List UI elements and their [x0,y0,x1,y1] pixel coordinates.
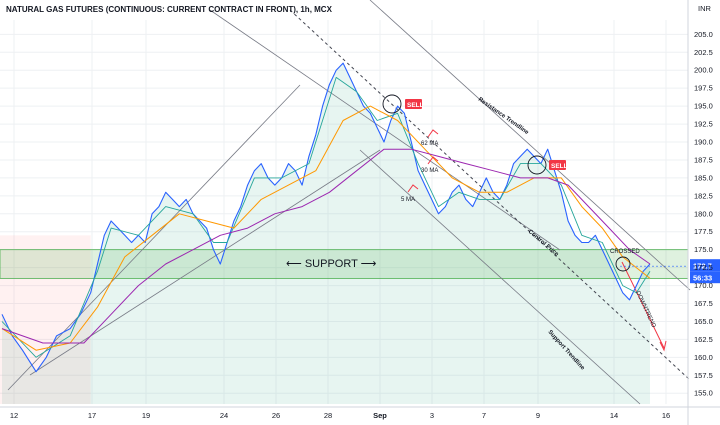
x-tick-label: 24 [220,411,228,420]
y-tick-label: 185.0 [694,173,713,182]
x-tick-label: 3 [430,411,434,420]
price-tag-bg [690,259,720,272]
y-tick-label: 170.0 [694,281,713,290]
x-tick-label: 14 [610,411,618,420]
price-area-fill [2,63,650,404]
sell-tag-2 [549,160,566,170]
price-tag-label: 172.7 [693,262,712,271]
y-tick-label: 202.5 [694,48,713,57]
series-line [1,105,651,351]
y-tick-label: 197.5 [694,84,713,93]
ma5-arrow [407,184,419,193]
upper-left-channel-line [209,9,561,251]
series-layer [1,62,651,373]
ma62-label: 62 MA [421,141,438,147]
x-tick-label: 28 [324,411,332,420]
currency-label: INR [698,4,712,13]
resistance-trendline [369,0,691,291]
y-tick-label: 205.0 [694,30,713,39]
series-line [1,148,651,344]
crossed-circle [615,256,631,272]
y-tick-label: 192.5 [694,120,713,129]
y-tick-label: 160.0 [694,353,713,362]
x-tick-label: Sep [373,411,387,420]
ma5-label: 5 MA [401,197,415,203]
x-tick-label: 7 [482,411,486,420]
y-tick-label: 187.5 [694,155,713,164]
support-trendline [359,149,641,405]
sell-tag-1 [405,99,422,109]
countdown-tag-bg [690,271,720,284]
x-tick-label: 17 [88,411,96,420]
ma62-arrow [427,129,439,138]
support-zone [0,249,689,279]
x-tick-label: 16 [662,411,670,420]
upper-channel-line [7,84,301,391]
y-tick-label: 172.5 [694,263,713,272]
sell-circle-2 [527,155,547,175]
sell-circle-1 [382,94,402,114]
crossed-label: CROSSED [610,249,640,255]
chart-title: NATURAL GAS FUTURES (CONTINUOUS: CURRENT… [6,5,333,14]
ma30-arrow [427,156,439,165]
trend-layer [7,0,691,405]
y-tick-label: 165.0 [694,317,713,326]
y-tick-label: 182.5 [694,191,713,200]
downtrend-arrow-line [621,261,665,349]
zone-layer [0,249,689,279]
y-tick-label: 190.0 [694,138,713,147]
x-tick-label: 12 [10,411,18,420]
y-tick-label: 177.5 [694,227,713,236]
x-tick-label: 9 [536,411,540,420]
downtrend-arrow-head [659,340,667,352]
ma30-label: 30 MA [421,168,438,174]
x-tick-label: 19 [142,411,150,420]
series-line [1,76,651,358]
support-label: ⟵ SUPPORT ⟶ [286,258,377,270]
control-price-line [289,9,691,381]
y-tick-label: 155.0 [694,389,713,398]
y-tick-label: 175.0 [694,245,713,254]
sell-label-2: SELL [551,163,568,170]
x-tick-label: 26 [272,411,280,420]
lower-channel-line [29,149,381,376]
y-tick-label: 180.0 [694,209,713,218]
y-tick-label: 162.5 [694,335,713,344]
y-tick-label: 157.5 [694,371,713,380]
y-tick-label: 200.0 [694,66,713,75]
y-tick-label: 195.0 [694,102,713,111]
sell-label-1: SELL [407,102,424,109]
countdown-tag-label: 56:33 [693,274,712,283]
y-tick-label: 167.5 [694,299,713,308]
